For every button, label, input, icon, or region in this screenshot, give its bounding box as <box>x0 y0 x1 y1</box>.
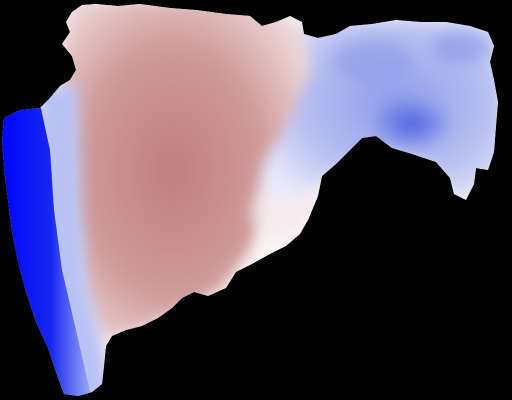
eastern-secondary-patch <box>332 38 412 82</box>
north-east-patch <box>432 28 492 64</box>
western-plateau-region <box>60 4 310 340</box>
eastern-hotspot-region <box>370 96 454 152</box>
